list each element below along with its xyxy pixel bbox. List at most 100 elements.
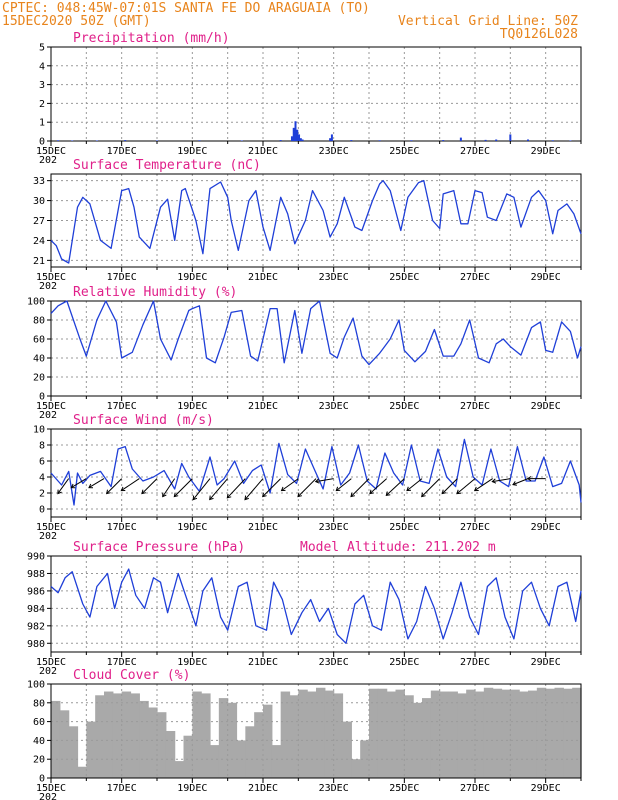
- wind-arrow: [244, 478, 264, 501]
- panel-1: 0 1 2 3 4 5 15DEC 17DEC 19DEC 21DEC 23DEC 25DEC 27DE…: [36, 31, 582, 166]
- precip-bar: [71, 140, 74, 141]
- cloud-bar: [572, 687, 582, 778]
- wind-arrow-head: [244, 495, 249, 501]
- y-tick-label: 980: [27, 639, 45, 650]
- precip-bar: [484, 139, 487, 141]
- wind-arrow: [314, 478, 334, 484]
- x-tick-label: 21DEC: [248, 657, 278, 668]
- wind-arrow: [280, 478, 299, 492]
- y-tick-label: 0: [39, 774, 45, 785]
- wind-arrow-head: [456, 489, 462, 495]
- x-year-label: 202: [39, 281, 57, 292]
- panel-title: Surface Wind (m/s): [73, 413, 214, 428]
- wind-arrow-head: [209, 495, 214, 501]
- x-tick-label: 15DEC: [36, 146, 66, 157]
- x-year-label: 202: [39, 155, 57, 166]
- cloud-bar: [519, 691, 529, 778]
- wind-arrow-shaft: [121, 478, 140, 492]
- cloud-bar: [545, 688, 556, 778]
- grid: [51, 684, 581, 778]
- cloud-bar: [404, 695, 414, 778]
- header-line1: CPTEC: 048:45W-07:01S SANTA FE DO ARAGUA…: [2, 1, 370, 16]
- wind-arrow-shaft: [209, 478, 229, 500]
- x-tick-label: 23DEC: [319, 657, 349, 668]
- wind-arrow-shaft: [441, 478, 458, 494]
- grid: [51, 47, 581, 141]
- wind-arrow-head: [70, 483, 76, 489]
- wind-arrow-shaft: [297, 478, 317, 497]
- wind-arrow: [526, 476, 546, 482]
- y-tick-label: 100: [27, 297, 45, 308]
- x-tick-label: 15DEC: [36, 401, 66, 412]
- precip-bar: [292, 127, 295, 141]
- precip-bar: [198, 140, 201, 141]
- cloud-bar: [280, 691, 291, 778]
- x-tick-label: 27DEC: [460, 272, 490, 283]
- y-tick-label: 1: [39, 118, 45, 129]
- x-year-label: 202: [39, 410, 57, 421]
- x-tick-label: 19DEC: [177, 522, 207, 533]
- wind-arrow-head: [385, 491, 391, 497]
- y-tick-label: 5: [39, 43, 45, 54]
- cloud-bar: [333, 693, 344, 778]
- precip-bar: [527, 139, 529, 141]
- precip-bar: [330, 134, 333, 141]
- precip-bar: [442, 140, 445, 141]
- wind-arrow: [226, 478, 246, 499]
- panel-6: 0 20 40 60 80 100 15DEC 17DEC 19DEC 21DEC 23DEC 25D…: [27, 668, 582, 800]
- wind-arrow-head: [350, 492, 356, 498]
- y-tick-label: 0: [39, 137, 45, 148]
- x-tick-label: 23DEC: [319, 401, 349, 412]
- x-tick-label: 17DEC: [107, 522, 137, 533]
- wind-arrow-head: [314, 478, 320, 484]
- plot-area: [51, 301, 581, 396]
- y-tick-label: 4: [39, 473, 45, 484]
- panel-3: 0 20 40 60 80 100 15DEC 17DEC 19DEC 21DEC 23DEC 25D…: [27, 285, 582, 421]
- wind-arrow-shaft: [162, 478, 176, 497]
- wind-arrow-shaft: [106, 478, 123, 494]
- x-tick-label: 25DEC: [389, 272, 419, 283]
- plot-area: [51, 47, 581, 141]
- cloud-bar: [475, 691, 485, 778]
- cloud-bar: [448, 691, 458, 778]
- wind-arrow-head: [441, 489, 447, 495]
- precip-bar: [290, 136, 293, 141]
- wind-arrow: [70, 478, 87, 489]
- cloud-bar: [174, 761, 185, 778]
- wind-arrow-shaft: [350, 478, 370, 497]
- wind-arrow-head: [88, 483, 94, 489]
- panel-title: Precipitation (mm/h): [73, 31, 230, 46]
- y-tick-label: 80: [33, 316, 45, 327]
- cloud-bar: [430, 690, 441, 778]
- x-tick-label: 29DEC: [531, 146, 561, 157]
- wind-arrow-head: [491, 478, 497, 484]
- grid: [51, 174, 581, 267]
- cloud-bar: [148, 707, 158, 778]
- precip-bar: [350, 140, 353, 141]
- series-line: [50, 300, 582, 366]
- y-tick-label: 10: [33, 425, 45, 436]
- cloud-bar: [324, 690, 335, 778]
- x-tick-label: 21DEC: [248, 146, 278, 157]
- x-tick-label: 29DEC: [531, 522, 561, 533]
- wind-arrow-shaft: [281, 478, 299, 492]
- wind-arrow-head: [280, 486, 286, 492]
- wind-arrow-head: [297, 492, 303, 498]
- wind-arrow-head: [57, 489, 62, 495]
- cloud-bar: [510, 689, 520, 778]
- y-tick-label: 30: [33, 196, 45, 207]
- cloud-bar: [218, 698, 229, 778]
- cloud-bar: [130, 693, 140, 778]
- x-tick-label: 25DEC: [389, 146, 419, 157]
- cloud-bar: [263, 704, 273, 778]
- x-tick-label: 27DEC: [460, 401, 490, 412]
- cloud-bar: [192, 691, 202, 778]
- cloud-bar: [528, 690, 538, 778]
- cloud-bar: [307, 691, 317, 778]
- wind-arrow-shaft: [385, 478, 405, 496]
- cloud-bar: [466, 689, 476, 778]
- panel-5: 980 982 984 986 988 990 15DEC 17DEC 19DEC 21DEC 23…: [27, 540, 582, 677]
- cloud-bar: [77, 766, 87, 778]
- y-tick-label: 990: [27, 552, 45, 563]
- wind-arrow-shaft: [369, 478, 387, 494]
